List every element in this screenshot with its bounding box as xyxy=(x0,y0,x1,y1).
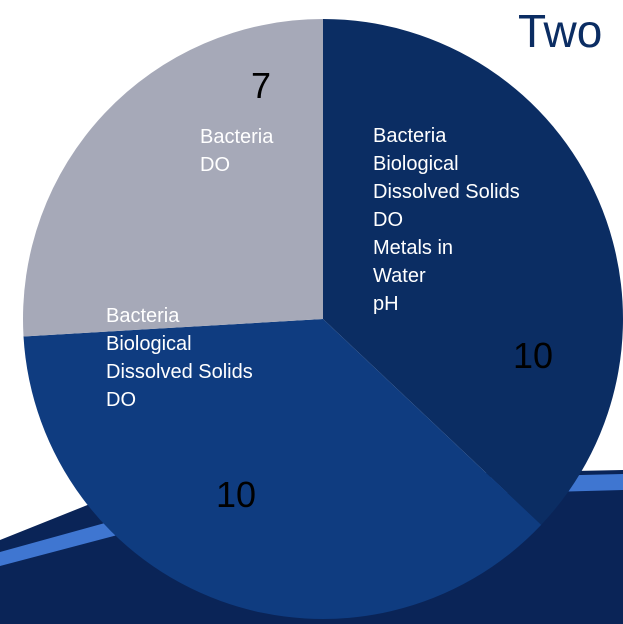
slice-category-line: Dissolved Solids xyxy=(373,181,520,203)
slice-value-label-2: 10 xyxy=(216,474,256,515)
pie-slices xyxy=(23,19,623,619)
slice-value-label-3: 7 xyxy=(251,65,271,106)
slice-category-label-1: Bacteria Biological Dissolved Solids DO Meta… xyxy=(373,125,520,315)
slice-category-line: DO xyxy=(200,154,230,176)
pie-slice-1 xyxy=(323,19,623,525)
slice-category-line: Bacteria xyxy=(200,126,274,148)
slice-category-line: Bacteria xyxy=(106,305,180,327)
slice-category-label-2: Bacteria Biological Dissolved Solids DO xyxy=(106,305,253,411)
pie-slice-3 xyxy=(23,19,323,337)
slice-category-line: Dissolved Solids xyxy=(106,361,253,383)
pie-slice-2 xyxy=(23,319,542,619)
slice-category-line: DO xyxy=(106,389,136,411)
pie-labels: Bacteria Biological Dissolved Solids DO Meta… xyxy=(106,65,553,515)
slice-category-line: Biological xyxy=(106,333,192,355)
slice-category-line: Biological xyxy=(373,153,459,175)
slice-category-line: Water xyxy=(373,265,426,287)
slice-value-label-1: 10 xyxy=(513,335,553,376)
slice-category-line: Metals in xyxy=(373,237,453,259)
slice-category-label-3: Bacteria DO xyxy=(200,126,274,176)
slice-category-line: Bacteria xyxy=(373,125,447,147)
slide-title-fragment: Two xyxy=(518,5,602,57)
slice-category-line: pH xyxy=(373,293,399,315)
slice-category-line: DO xyxy=(373,209,403,231)
